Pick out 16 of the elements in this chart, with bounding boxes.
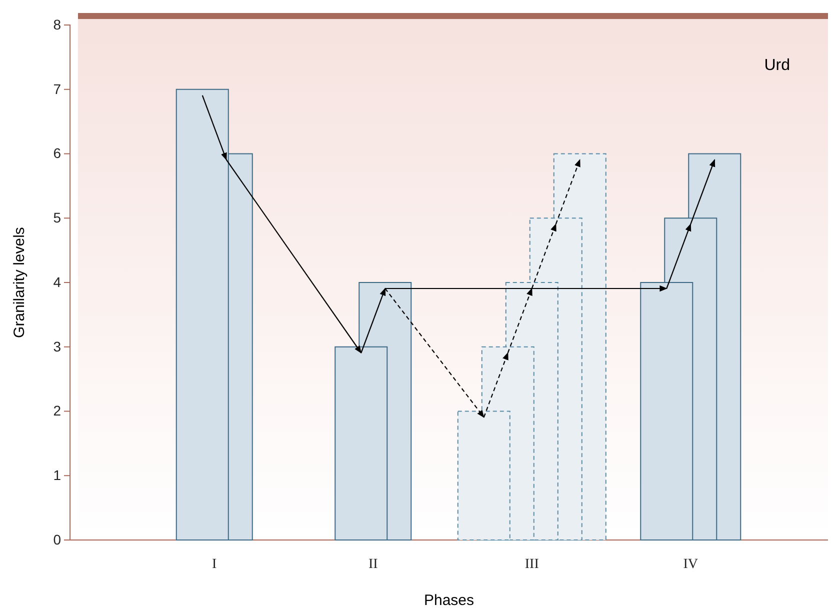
y-axis-title: Granilarity levels xyxy=(11,227,28,338)
y-tick-label: 5 xyxy=(53,210,62,226)
y-tick-label: 2 xyxy=(53,402,62,419)
y-tick-label: 7 xyxy=(53,80,62,97)
y-tick-label: 8 xyxy=(53,16,62,32)
x-axis-title: Phases xyxy=(424,592,474,609)
y-tick-label: 4 xyxy=(53,274,62,290)
annotation: Urd xyxy=(764,57,790,74)
y-tick-label: 1 xyxy=(53,467,62,484)
x-tick-label: II xyxy=(368,556,378,572)
x-tick-label: III xyxy=(524,556,540,572)
y-tick-label: 6 xyxy=(53,145,62,162)
y-tick-label: 3 xyxy=(53,338,62,354)
x-tick-label: IV xyxy=(683,556,698,572)
x-tick-label: I xyxy=(212,556,218,572)
y-tick-label: 0 xyxy=(53,531,62,548)
